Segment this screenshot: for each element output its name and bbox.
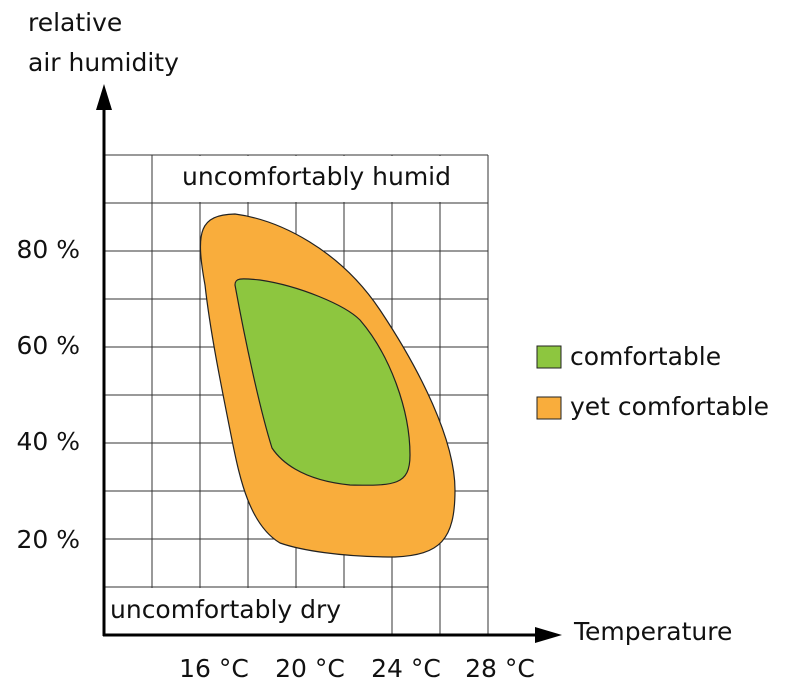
legend-swatch [536,345,562,369]
y-tick-label: 40 % [16,427,80,456]
y-tick-label: 80 % [16,235,80,264]
legend-label: yet comfortable [570,392,769,421]
legend-label: comfortable [570,342,721,371]
region-label: uncomfortably humid [182,162,451,191]
x-tick-label: 28 °C [465,654,535,683]
y-axis-label: relative [28,8,122,37]
x-arrow [535,627,562,643]
y-tick-label: 20 % [16,525,80,554]
x-tick-label: 20 °C [275,654,345,683]
y-arrow [96,84,112,110]
region-label: uncomfortably dry [110,595,341,624]
y-axis-label: air humidity [28,48,179,77]
y-tick-label: 60 % [16,331,80,360]
x-axis-label: Temperature [573,617,732,646]
dry-box [105,588,365,634]
x-tick-label: 16 °C [179,654,249,683]
legend-swatch [536,396,562,420]
x-tick-label: 24 °C [371,654,441,683]
comfortable-zone [234,278,411,486]
humid-box [153,156,487,202]
